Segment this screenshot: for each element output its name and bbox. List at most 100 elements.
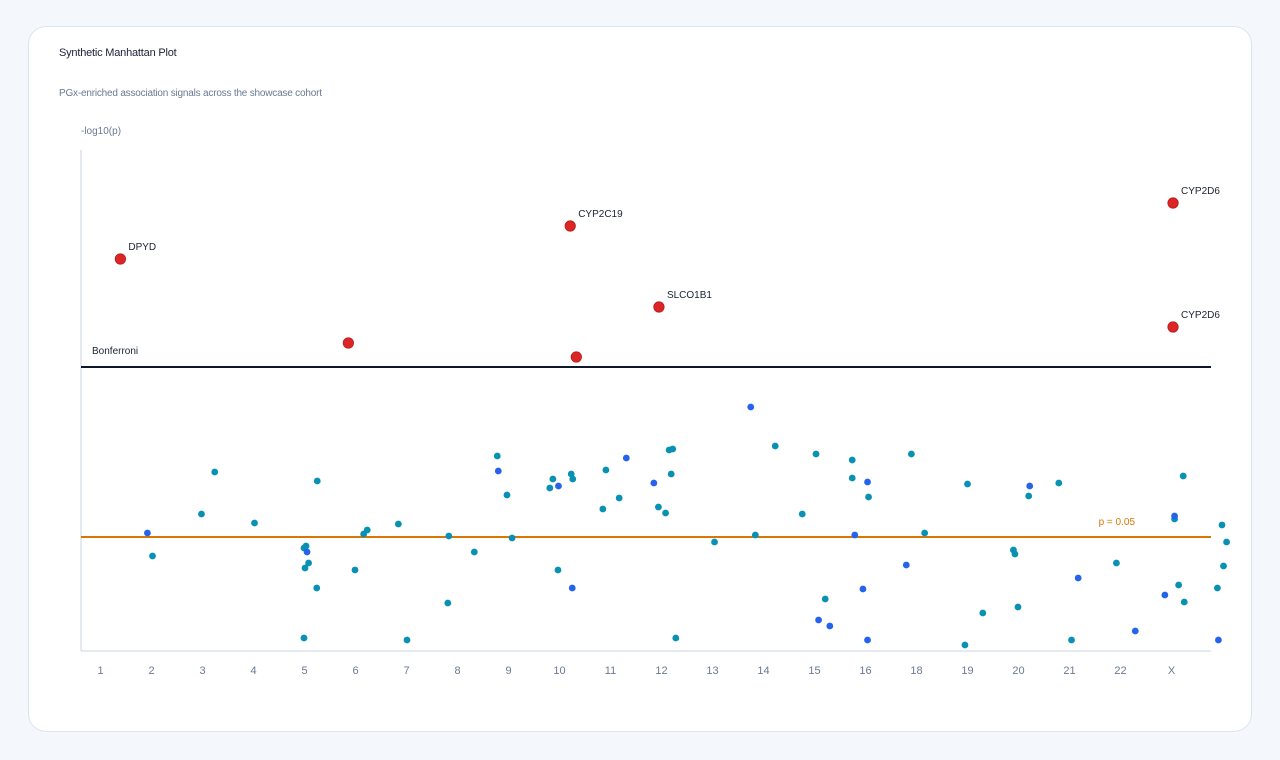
snp-point — [303, 548, 311, 556]
snp-point — [908, 450, 915, 458]
snp-point — [1011, 550, 1019, 558]
snp-point — [864, 636, 871, 644]
highlight-point — [653, 301, 665, 313]
snp-point — [602, 466, 610, 474]
snp-point — [859, 585, 867, 593]
snp-point — [964, 480, 971, 488]
x-tick-label: 21 — [1063, 665, 1075, 677]
snp-point — [1171, 512, 1178, 520]
snp-point — [851, 531, 859, 539]
snp-point — [1175, 581, 1183, 589]
x-tick-label: 18 — [910, 665, 922, 677]
snp-point — [546, 484, 554, 492]
x-tick-labels: 1 2 3 4 5 6 7 8 9 10 11 12 13 14 15 16 18 19 20 21 22 X — [97, 665, 1175, 677]
x-tick-label: 11 — [605, 665, 616, 677]
snp-point — [1214, 584, 1221, 592]
snp-point — [555, 482, 562, 490]
snp-point — [1025, 492, 1033, 500]
snp-point — [1068, 636, 1075, 644]
snp-point — [821, 595, 829, 603]
highlight-points: DPYD CYP2C19 SLCO1B1 CYP2D6 CYP2D6 — [114, 186, 1220, 363]
snp-point — [149, 552, 156, 560]
x-tick-label: 8 — [454, 665, 460, 677]
chart-title: Synthetic Manhattan Plot — [59, 47, 177, 59]
snp-point — [470, 548, 478, 556]
snp-point — [747, 403, 755, 411]
suggestive-label: p = 0.05 — [1099, 517, 1136, 528]
gene-label: CYP2D6 — [1181, 186, 1220, 197]
snp-points — [144, 403, 1230, 649]
snp-point — [655, 503, 662, 511]
snp-point — [669, 445, 677, 453]
snp-point — [615, 494, 623, 502]
x-tick-label: 2 — [148, 665, 154, 677]
snp-point — [921, 529, 929, 537]
snp-point — [503, 491, 511, 499]
snp-point — [751, 531, 759, 539]
highlight-point — [114, 253, 126, 265]
x-tick-label: 12 — [655, 665, 667, 677]
snp-point — [1161, 591, 1169, 599]
snp-point — [144, 529, 151, 537]
bonferroni-label: Bonferroni — [92, 346, 138, 357]
highlight-point — [342, 337, 354, 349]
gene-label: SLCO1B1 — [667, 290, 712, 301]
x-tick-label: X — [1168, 665, 1176, 677]
snp-point — [1218, 521, 1226, 529]
x-tick-label: 1 — [97, 665, 103, 677]
snp-point — [494, 467, 502, 475]
snp-point — [848, 456, 856, 464]
snp-point — [549, 475, 557, 483]
highlight-point — [564, 220, 576, 232]
snp-point — [444, 599, 452, 607]
snp-point — [865, 493, 872, 501]
snp-point — [300, 634, 308, 642]
snp-point — [493, 452, 501, 460]
snp-point — [1180, 598, 1188, 606]
snp-point — [198, 510, 205, 518]
chart-subtitle: PGx-enriched association signals across … — [59, 88, 322, 99]
snp-point — [622, 454, 630, 462]
x-tick-label: 20 — [1012, 665, 1024, 677]
snp-point — [351, 566, 359, 574]
snp-point — [798, 510, 806, 518]
highlight-point — [570, 351, 582, 363]
x-tick-label: 13 — [706, 665, 718, 677]
snp-point — [848, 474, 856, 482]
snp-point — [1074, 574, 1082, 582]
gene-label: CYP2D6 — [1181, 310, 1220, 321]
snp-point — [812, 450, 820, 458]
chart-card: Synthetic Manhattan Plot PGx-enriched as… — [28, 26, 1252, 732]
snp-point — [979, 609, 987, 617]
gene-label: CYP2C19 — [578, 209, 623, 220]
snp-point — [445, 532, 453, 540]
snp-point — [711, 538, 718, 546]
snp-point — [864, 478, 871, 486]
snp-point — [1131, 627, 1139, 635]
snp-point — [961, 641, 969, 649]
x-tick-label: 14 — [757, 665, 769, 677]
snp-point — [554, 566, 562, 574]
snp-point — [771, 442, 779, 450]
x-tick-label: 5 — [301, 665, 307, 677]
snp-point — [1026, 482, 1034, 490]
snp-point — [599, 505, 607, 513]
snp-point — [662, 509, 669, 517]
x-tick-label: 7 — [403, 665, 409, 677]
snp-point — [568, 584, 576, 592]
snp-point — [363, 526, 371, 534]
snp-point — [650, 479, 658, 487]
snp-point — [569, 475, 577, 483]
highlight-point — [1167, 197, 1179, 209]
snp-point — [1179, 472, 1187, 480]
snp-point — [1220, 562, 1227, 570]
x-tick-label: 4 — [250, 665, 256, 677]
threshold-lines: Bonferroni p = 0.05 — [81, 346, 1211, 538]
snp-point — [1055, 479, 1063, 487]
x-tick-label: 22 — [1114, 665, 1126, 677]
x-tick-label: 15 — [808, 665, 820, 677]
snp-point — [313, 477, 321, 485]
snp-point — [508, 534, 516, 542]
snp-point — [1113, 559, 1120, 567]
